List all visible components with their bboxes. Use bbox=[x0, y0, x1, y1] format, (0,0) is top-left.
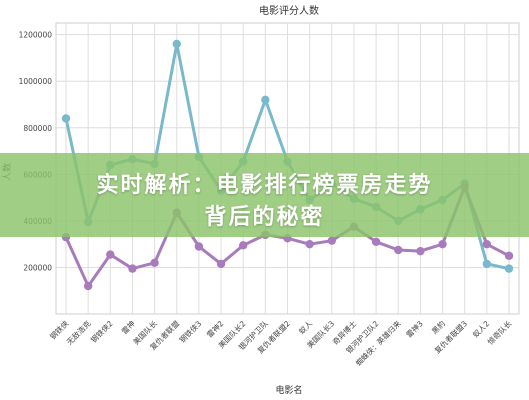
series-1-point-1 bbox=[83, 281, 93, 291]
series-0-point-20 bbox=[504, 264, 514, 273]
series-1-point-11 bbox=[305, 239, 314, 249]
series-1-point-2 bbox=[106, 250, 115, 259]
series-1-point-12 bbox=[327, 236, 336, 245]
series-1-point-16 bbox=[416, 246, 425, 256]
title-banner: 实时解析：电影排行榜票房走势 背后的秘密 bbox=[0, 153, 529, 237]
x-tick-label-1: 无敌浩克 bbox=[64, 318, 93, 347]
x-axis-label: 电影名 bbox=[275, 384, 302, 396]
series-1-point-20 bbox=[504, 251, 514, 260]
x-tick-label-3: 雷神 bbox=[119, 318, 137, 336]
x-tick-label-7: 雷神2 bbox=[204, 318, 225, 339]
series-1-point-19 bbox=[482, 239, 492, 249]
banner-headline: 实时解析：电影排行榜票房走势 bbox=[96, 173, 433, 198]
series-1-point-8 bbox=[239, 241, 248, 250]
series-0-point-5 bbox=[172, 39, 181, 49]
x-tick-label-2: 钢铁侠2 bbox=[88, 318, 115, 345]
y-tick-label-4: 1000000 bbox=[19, 77, 53, 86]
series-1-point-6 bbox=[194, 242, 204, 251]
x-tick-label-17: 黑豹 bbox=[429, 318, 447, 336]
chart-title: 电影评分人数 bbox=[259, 4, 319, 17]
x-tick-label-20: 惊奇队长 bbox=[485, 318, 514, 347]
series-1-point-14 bbox=[371, 237, 381, 247]
series-1-point-15 bbox=[394, 245, 403, 255]
x-tick-label-16: 雷神3 bbox=[404, 318, 425, 339]
series-1-point-7 bbox=[216, 259, 226, 269]
series-1-point-3 bbox=[128, 264, 137, 273]
series-0-point-0 bbox=[61, 114, 71, 123]
x-tick-label-11: 蚁人 bbox=[296, 318, 314, 336]
x-tick-label-6: 钢铁侠3 bbox=[177, 318, 204, 345]
series-0-point-9 bbox=[261, 95, 270, 105]
series-1-point-17 bbox=[438, 239, 447, 249]
y-tick-label-5: 1200000 bbox=[19, 31, 53, 40]
y-tick-label-3: 800000 bbox=[23, 124, 52, 133]
banner-subheadline: 背后的秘密 bbox=[204, 205, 325, 230]
series-0-point-19 bbox=[482, 259, 492, 269]
y-tick-label-0: 200000 bbox=[23, 263, 52, 272]
x-tick-label-19: 蚁人2 bbox=[470, 318, 491, 339]
series-1-point-4 bbox=[150, 258, 159, 267]
